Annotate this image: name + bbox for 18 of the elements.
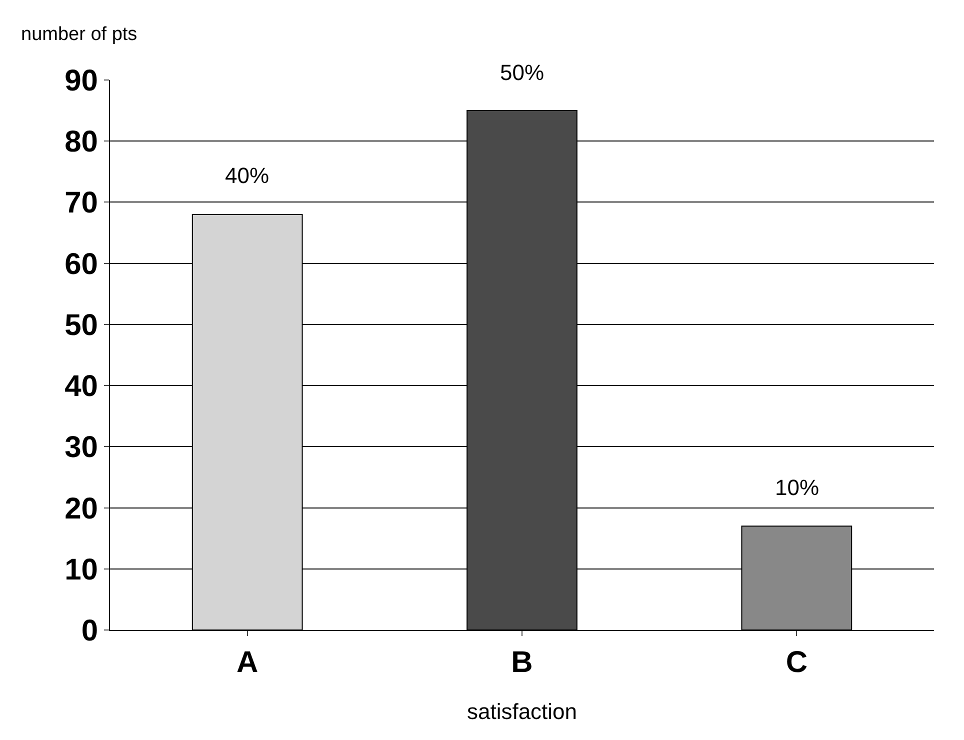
y-tick-label: 50: [64, 308, 98, 342]
annotation: 50%: [500, 60, 544, 85]
annotation: 10%: [775, 475, 820, 500]
y-tick-label: 90: [64, 64, 98, 98]
y-tick-label: 10: [64, 553, 98, 586]
y-tick-label: 60: [64, 248, 98, 281]
y-tick-label: 70: [64, 186, 98, 220]
y-tick-label: 30: [64, 431, 98, 464]
x-tick-label: A: [236, 646, 258, 679]
y-axis-title: number of pts: [21, 24, 138, 45]
x-axis-title: satisfaction: [466, 698, 578, 724]
y-tick-label: 0: [81, 614, 98, 648]
annotation: 40%: [225, 163, 270, 188]
x-tick-label: B: [511, 646, 533, 679]
y-tick-label: 40: [64, 370, 98, 404]
y-tick-label: 20: [64, 492, 98, 526]
x-tick-label: C: [786, 646, 808, 679]
y-tick-label: 80: [64, 126, 98, 159]
